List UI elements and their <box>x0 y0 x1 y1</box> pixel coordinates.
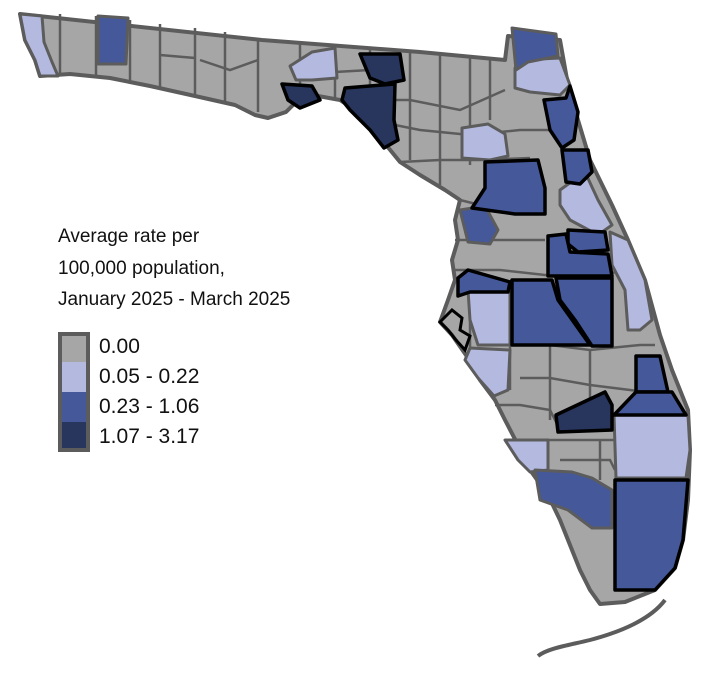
legend-label: 0.05 - 0.22 <box>99 365 200 388</box>
county-marion <box>470 158 547 216</box>
legend-row: 1.07 - 3.17 <box>58 422 199 452</box>
highlighted-mid-blue-counties <box>456 84 690 592</box>
county-lee <box>503 438 550 474</box>
legend-row: 0.05 - 0.22 <box>58 362 199 392</box>
county-osceola <box>554 276 614 348</box>
county-pinellas-area <box>466 286 512 347</box>
county-seminole <box>566 228 610 254</box>
county-collier <box>533 468 614 530</box>
county-brevard <box>608 230 654 332</box>
legend-swatch <box>58 422 90 452</box>
tampa-bay-coast <box>437 307 472 353</box>
legend-title-line: 100,000 population, <box>58 258 225 279</box>
county-broward-miami <box>613 478 690 592</box>
county-martin <box>612 390 688 417</box>
legend-label: 1.07 - 3.17 <box>99 425 200 448</box>
class-0-23-1-06-counties <box>96 14 614 530</box>
county-taylor <box>340 82 400 150</box>
class-0-05-0-22-counties <box>18 12 692 480</box>
county-palm-beach <box>612 413 692 480</box>
county-madison <box>358 52 406 86</box>
county-orange-lake <box>546 232 614 278</box>
county-flagler <box>560 148 594 186</box>
county-clay-st-johns <box>542 84 580 150</box>
legend-label: 0.23 - 1.06 <box>99 395 200 418</box>
legend-swatch <box>58 392 90 422</box>
legend-title-line: January 2025 - March 2025 <box>58 289 291 310</box>
map-legend: 0.00 0.05 - 0.22 0.23 - 1.06 1.07 - 3.17 <box>58 332 199 452</box>
county-hillsborough <box>456 268 512 298</box>
legend-title-line: Average rate per <box>58 226 200 247</box>
county-st-johns-nassau <box>510 26 560 72</box>
legend-swatch <box>58 332 90 362</box>
legend-label: 0.00 <box>99 335 140 358</box>
legend-row: 0.23 - 1.06 <box>58 392 199 422</box>
class-1-07-3-17-counties <box>280 52 614 434</box>
florida-keys <box>536 598 667 658</box>
county-holmes <box>96 14 130 66</box>
county-gulf-area <box>288 46 339 82</box>
county-wakulla <box>280 82 322 110</box>
county-escambia <box>18 12 60 78</box>
legend-row: 0.00 <box>58 332 199 362</box>
county-alachua <box>460 122 510 162</box>
county-highlands <box>554 390 614 434</box>
county-manatee-sarasota <box>463 346 512 398</box>
legend-swatch <box>58 362 90 392</box>
